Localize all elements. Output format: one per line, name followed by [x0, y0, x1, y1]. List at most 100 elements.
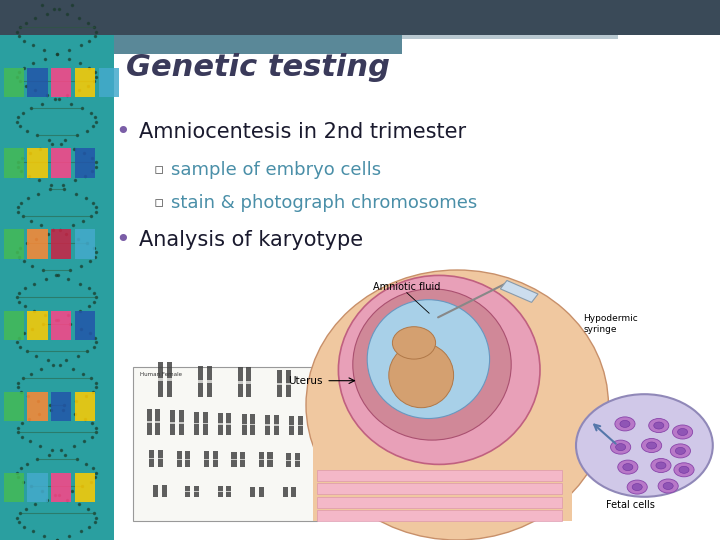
Ellipse shape — [649, 418, 669, 433]
Bar — [75, 392, 95, 421]
Bar — [51, 472, 71, 502]
Bar — [4, 68, 24, 97]
Bar — [265, 424, 271, 426]
Text: ▫: ▫ — [153, 163, 163, 178]
Bar — [150, 450, 154, 467]
Bar — [179, 410, 184, 435]
Ellipse shape — [654, 422, 664, 429]
Ellipse shape — [679, 466, 689, 473]
Bar — [75, 230, 95, 259]
Ellipse shape — [674, 463, 694, 477]
Bar — [166, 379, 173, 381]
Bar — [226, 423, 232, 425]
Bar — [291, 487, 297, 497]
Bar — [51, 68, 71, 97]
Ellipse shape — [615, 417, 635, 431]
Bar — [226, 491, 232, 492]
Bar — [232, 452, 236, 467]
Bar — [179, 422, 184, 424]
Bar — [75, 472, 95, 502]
Text: Amniocentesis in 2nd trimester: Amniocentesis in 2nd trimester — [139, 122, 466, 143]
Bar — [251, 414, 256, 435]
Bar — [51, 310, 71, 340]
Ellipse shape — [647, 442, 657, 449]
Bar — [297, 425, 304, 427]
Bar — [154, 421, 161, 423]
Bar — [156, 409, 160, 435]
Bar — [167, 362, 172, 397]
Bar — [217, 413, 223, 435]
Bar — [290, 491, 297, 492]
Ellipse shape — [651, 458, 671, 472]
Ellipse shape — [627, 480, 647, 494]
Bar — [153, 490, 159, 491]
Bar — [27, 472, 48, 502]
Bar — [285, 460, 292, 461]
Text: •: • — [115, 228, 130, 252]
Bar — [4, 310, 24, 340]
Bar — [402, 35, 618, 39]
Ellipse shape — [675, 447, 685, 455]
Ellipse shape — [620, 420, 630, 428]
Bar — [186, 486, 190, 497]
Bar — [197, 380, 204, 383]
Bar — [184, 491, 192, 492]
Bar — [4, 230, 24, 259]
Ellipse shape — [670, 444, 690, 458]
Bar — [51, 392, 71, 421]
Bar — [27, 230, 48, 259]
Bar — [295, 453, 300, 467]
Bar — [317, 510, 562, 521]
Bar — [500, 280, 538, 302]
Bar — [198, 366, 203, 397]
Bar — [186, 451, 190, 467]
Circle shape — [576, 394, 713, 497]
Bar — [317, 470, 562, 481]
Text: Amniotic fluid: Amniotic fluid — [373, 282, 441, 292]
Bar — [161, 490, 168, 491]
Ellipse shape — [367, 300, 490, 418]
Bar — [317, 483, 562, 494]
Bar — [240, 452, 245, 467]
Bar — [145, 421, 153, 423]
Bar — [285, 382, 292, 384]
Text: Hypodermic
syringe: Hypodermic syringe — [583, 314, 638, 334]
Bar — [250, 424, 256, 426]
Bar — [242, 414, 246, 435]
Bar — [27, 68, 48, 97]
Ellipse shape — [632, 484, 642, 490]
Bar — [277, 370, 282, 397]
Bar — [99, 68, 119, 97]
Ellipse shape — [306, 270, 608, 540]
Bar — [259, 452, 264, 467]
Bar — [274, 424, 280, 426]
Ellipse shape — [616, 444, 626, 450]
Bar — [206, 380, 212, 383]
Bar — [289, 416, 294, 435]
Bar — [288, 425, 295, 427]
Bar — [237, 381, 243, 383]
Bar — [226, 413, 232, 435]
Bar — [4, 148, 24, 178]
Bar — [194, 486, 199, 497]
Bar — [276, 382, 283, 384]
Bar — [240, 424, 248, 426]
Bar — [259, 487, 264, 497]
Bar — [317, 497, 562, 508]
Bar — [193, 491, 200, 492]
Ellipse shape — [618, 460, 638, 474]
Ellipse shape — [338, 275, 540, 464]
Bar — [171, 410, 176, 435]
Bar — [226, 486, 232, 497]
Bar — [27, 148, 48, 178]
Bar — [213, 451, 217, 467]
Bar — [217, 423, 223, 425]
Bar — [274, 415, 279, 435]
Bar — [286, 370, 291, 397]
Bar — [133, 367, 317, 521]
Text: ▫: ▫ — [153, 195, 163, 210]
Bar — [51, 148, 71, 178]
Text: •: • — [115, 120, 130, 144]
Bar — [114, 35, 402, 54]
Bar — [268, 452, 273, 467]
